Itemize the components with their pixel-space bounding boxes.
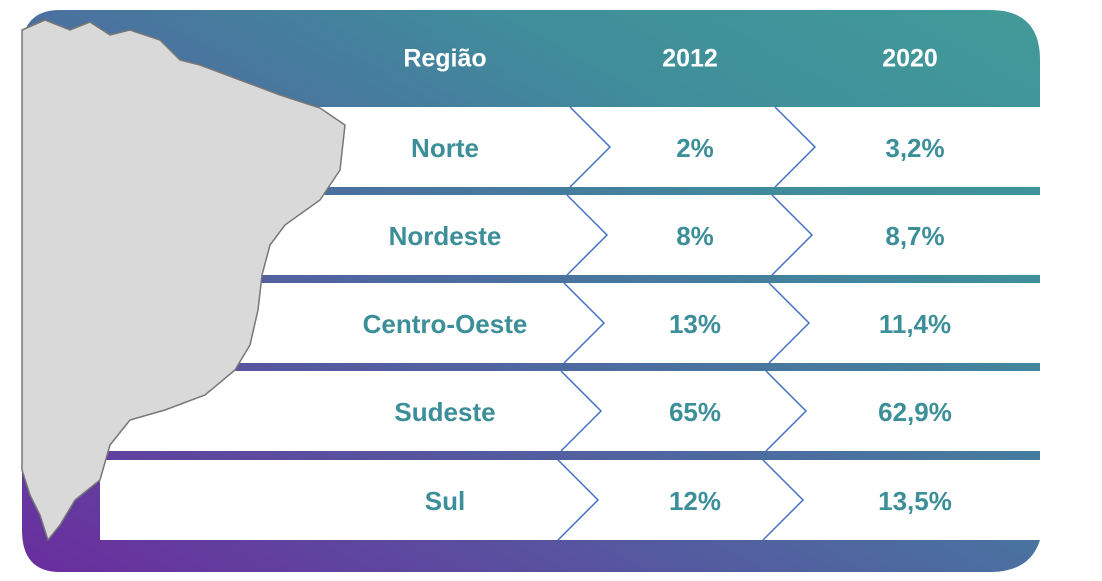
chevron — [762, 459, 805, 541]
row-band — [100, 371, 1042, 451]
chevron — [768, 282, 811, 364]
table-cell: Norte — [411, 133, 479, 163]
table-cell: 13% — [669, 309, 721, 339]
table-cell: 11,4% — [879, 309, 951, 339]
header-cell: 2012 — [662, 45, 718, 73]
table-cell: 3,2% — [885, 133, 944, 163]
chevron — [560, 370, 603, 452]
chevron — [563, 282, 606, 364]
header-cell: 2020 — [882, 45, 938, 73]
chevron — [765, 370, 808, 452]
table-cell: Sul — [425, 486, 465, 516]
table-cell: 12% — [669, 486, 721, 516]
table-cell: 65% — [669, 397, 721, 427]
chevron — [771, 194, 814, 276]
chevron — [774, 106, 817, 188]
table-cell: Centro-Oeste — [363, 309, 528, 339]
table-cell: Sudeste — [394, 397, 495, 427]
header-cell: Região — [403, 45, 486, 73]
chevron — [557, 459, 600, 541]
table-cell: 13,5% — [878, 486, 952, 516]
table-cell: 2% — [676, 133, 714, 163]
chevron — [569, 106, 612, 188]
table-cell: 8% — [676, 221, 714, 251]
chevron — [566, 194, 609, 276]
map — [21, 19, 346, 542]
table-cell: Nordeste — [389, 221, 502, 251]
table-cell: 8,7% — [885, 221, 944, 251]
table-cell: 62,9% — [878, 397, 952, 427]
